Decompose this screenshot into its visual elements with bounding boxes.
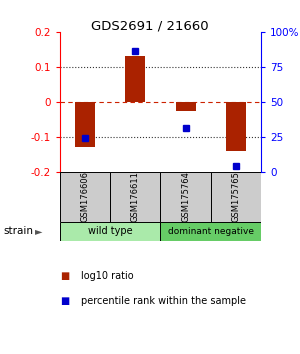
FancyBboxPatch shape xyxy=(211,172,261,222)
Bar xyxy=(226,102,246,151)
Text: GSM175765: GSM175765 xyxy=(231,171,240,222)
Text: GSM175764: GSM175764 xyxy=(181,171,190,222)
Text: GSM176611: GSM176611 xyxy=(131,171,140,222)
FancyBboxPatch shape xyxy=(60,222,160,241)
Bar xyxy=(176,102,196,110)
FancyBboxPatch shape xyxy=(160,222,261,241)
Text: log10 ratio: log10 ratio xyxy=(81,271,134,281)
FancyBboxPatch shape xyxy=(60,172,110,222)
Text: strain: strain xyxy=(3,226,33,236)
Text: ■: ■ xyxy=(60,296,69,306)
Text: wild type: wild type xyxy=(88,226,133,236)
FancyBboxPatch shape xyxy=(110,172,160,222)
Text: ►: ► xyxy=(34,226,42,236)
Bar xyxy=(75,102,95,147)
Text: GDS2691 / 21660: GDS2691 / 21660 xyxy=(91,19,209,33)
Text: dominant negative: dominant negative xyxy=(168,227,254,236)
Text: percentile rank within the sample: percentile rank within the sample xyxy=(81,296,246,306)
Text: ■: ■ xyxy=(60,271,69,281)
FancyBboxPatch shape xyxy=(160,172,211,222)
Text: GSM176606: GSM176606 xyxy=(81,171,90,222)
Bar xyxy=(125,56,146,102)
